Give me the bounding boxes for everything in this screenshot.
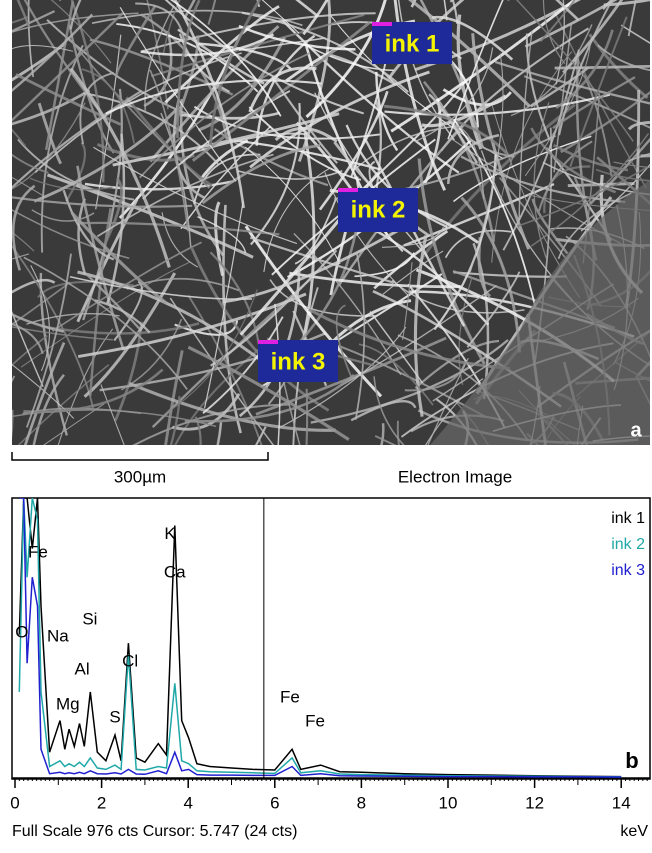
x-tick-label: 4 [183,793,192,812]
x-tick-label: 10 [439,793,458,812]
element-label: Fe [280,687,300,706]
x-tick-label: 0 [10,793,19,812]
element-label: Cl [122,651,138,670]
spectrum-line [19,498,621,777]
spectrum-line [19,498,621,777]
footer: Full Scale 976 cts Cursor: 5.747 (24 cts… [12,823,297,840]
element-label: Fe [305,712,325,731]
legend-entry: ink 1 [611,510,645,527]
legend-entry: ink 2 [611,536,645,553]
element-label: Al [75,659,90,678]
x-tick-label: 12 [525,793,544,812]
spectrum-line [19,498,621,777]
x-tick-label: 2 [97,793,106,812]
element-label: Si [82,609,97,628]
legend-entry: ink 3 [611,562,645,579]
label-marker [258,340,278,344]
label-marker [338,188,358,192]
element-label: Na [47,626,69,645]
element-label: Mg [56,694,80,713]
panel-label: a [630,419,642,441]
image-label: ink 1 [385,30,440,57]
scale-label: 300µm [114,467,166,486]
x-tick-label: 6 [270,793,279,812]
element-label: Fe [28,542,48,561]
scale-bar [12,452,268,460]
fiber [0,410,12,505]
x-tick-label: 14 [612,793,631,812]
fiber [0,326,12,380]
series-group [19,498,621,777]
image-label: ink 2 [351,196,406,223]
image-caption: Electron Image [398,467,512,486]
image-label: ink 3 [271,348,326,375]
element-label: K [164,524,176,543]
element-label: S [109,708,120,727]
plot-frame [12,498,650,779]
plot: 0 2 4 6 8 10 12 14 ink 1 ink 2 ink 3 K Ca Fe Si Na Al Cl M… [10,498,650,812]
element-label: O [15,622,28,641]
x-axis-label: keV [620,823,648,840]
element-label: Ca [164,562,186,581]
figure: ink 1 ink 2 ink 3 a 300µm Electron Image… [0,0,652,848]
label-marker [372,22,392,26]
panel-label: b [625,748,638,773]
x-tick-label: 8 [357,793,366,812]
